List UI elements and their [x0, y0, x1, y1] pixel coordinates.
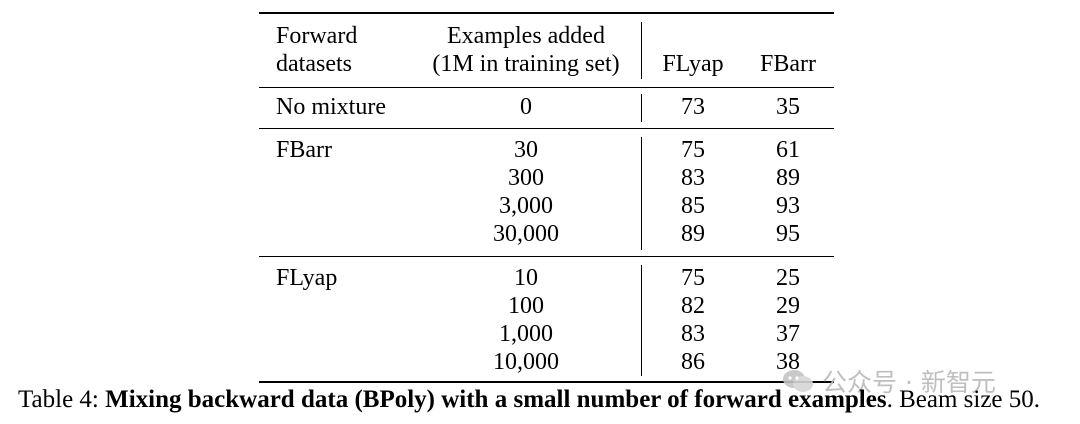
row-examples-value: 3,000	[499, 193, 553, 219]
row-flyap-value: 86	[681, 349, 705, 375]
table-top-rule	[259, 12, 834, 14]
table-section-rule	[259, 128, 834, 129]
table-section-rule	[259, 256, 834, 257]
table-column-divider	[641, 94, 642, 122]
row-flyap-value: 75	[681, 265, 705, 291]
row-examples-value: 300	[508, 165, 544, 191]
row-fbarr-value: 35	[776, 94, 800, 120]
row-flyap-value: 89	[681, 221, 705, 247]
row-dataset-label: FLyap	[276, 265, 338, 291]
row-fbarr-value: 25	[776, 265, 800, 291]
table-column-divider	[641, 265, 642, 376]
row-fbarr-value: 29	[776, 293, 800, 319]
watermark: 公众号 · 新智元	[782, 366, 996, 397]
watermark-text: 公众号 · 新智元	[822, 368, 996, 397]
row-dataset-label: FBarr	[276, 137, 332, 163]
header-examples-line1: Examples added	[447, 23, 605, 49]
header-fbarr: FBarr	[760, 51, 816, 77]
row-examples-value: 0	[520, 94, 532, 120]
row-examples-value: 30,000	[493, 221, 559, 247]
caption-prefix: Table 4:	[18, 386, 106, 413]
header-flyap: FLyap	[662, 51, 724, 77]
row-fbarr-value: 93	[776, 193, 800, 219]
caption-bold-title: Mixing backward data (BPoly) with a smal…	[105, 386, 887, 413]
table-bottom-rule	[259, 381, 834, 383]
table-column-divider	[641, 22, 642, 79]
row-fbarr-value: 37	[776, 321, 800, 347]
table-header-rule	[259, 87, 834, 88]
caption-suffix: . Beam size 50.	[886, 386, 1041, 413]
header-datasets-line1: Forward	[276, 23, 358, 49]
row-fbarr-value: 61	[776, 137, 800, 163]
row-examples-value: 30	[514, 137, 538, 163]
row-flyap-value: 85	[681, 193, 705, 219]
row-flyap-value: 73	[681, 94, 705, 120]
row-examples-value: 1,000	[499, 321, 553, 347]
row-flyap-value: 82	[681, 293, 705, 319]
row-examples-value: 100	[508, 293, 544, 319]
row-fbarr-value: 95	[776, 221, 800, 247]
row-examples-value: 10,000	[493, 349, 559, 375]
header-examples-line2: (1M in training set)	[432, 51, 620, 77]
row-flyap-value: 83	[681, 321, 705, 347]
row-fbarr-value: 89	[776, 165, 800, 191]
header-datasets-line2: datasets	[276, 51, 352, 77]
row-flyap-value: 83	[681, 165, 705, 191]
row-examples-value: 10	[514, 265, 538, 291]
table-column-divider	[641, 137, 642, 250]
row-dataset-label: No mixture	[276, 94, 386, 120]
table-caption: Table 4: Mixing backward data (BPoly) wi…	[18, 384, 1040, 416]
wechat-icon	[782, 368, 814, 394]
row-flyap-value: 75	[681, 137, 705, 163]
